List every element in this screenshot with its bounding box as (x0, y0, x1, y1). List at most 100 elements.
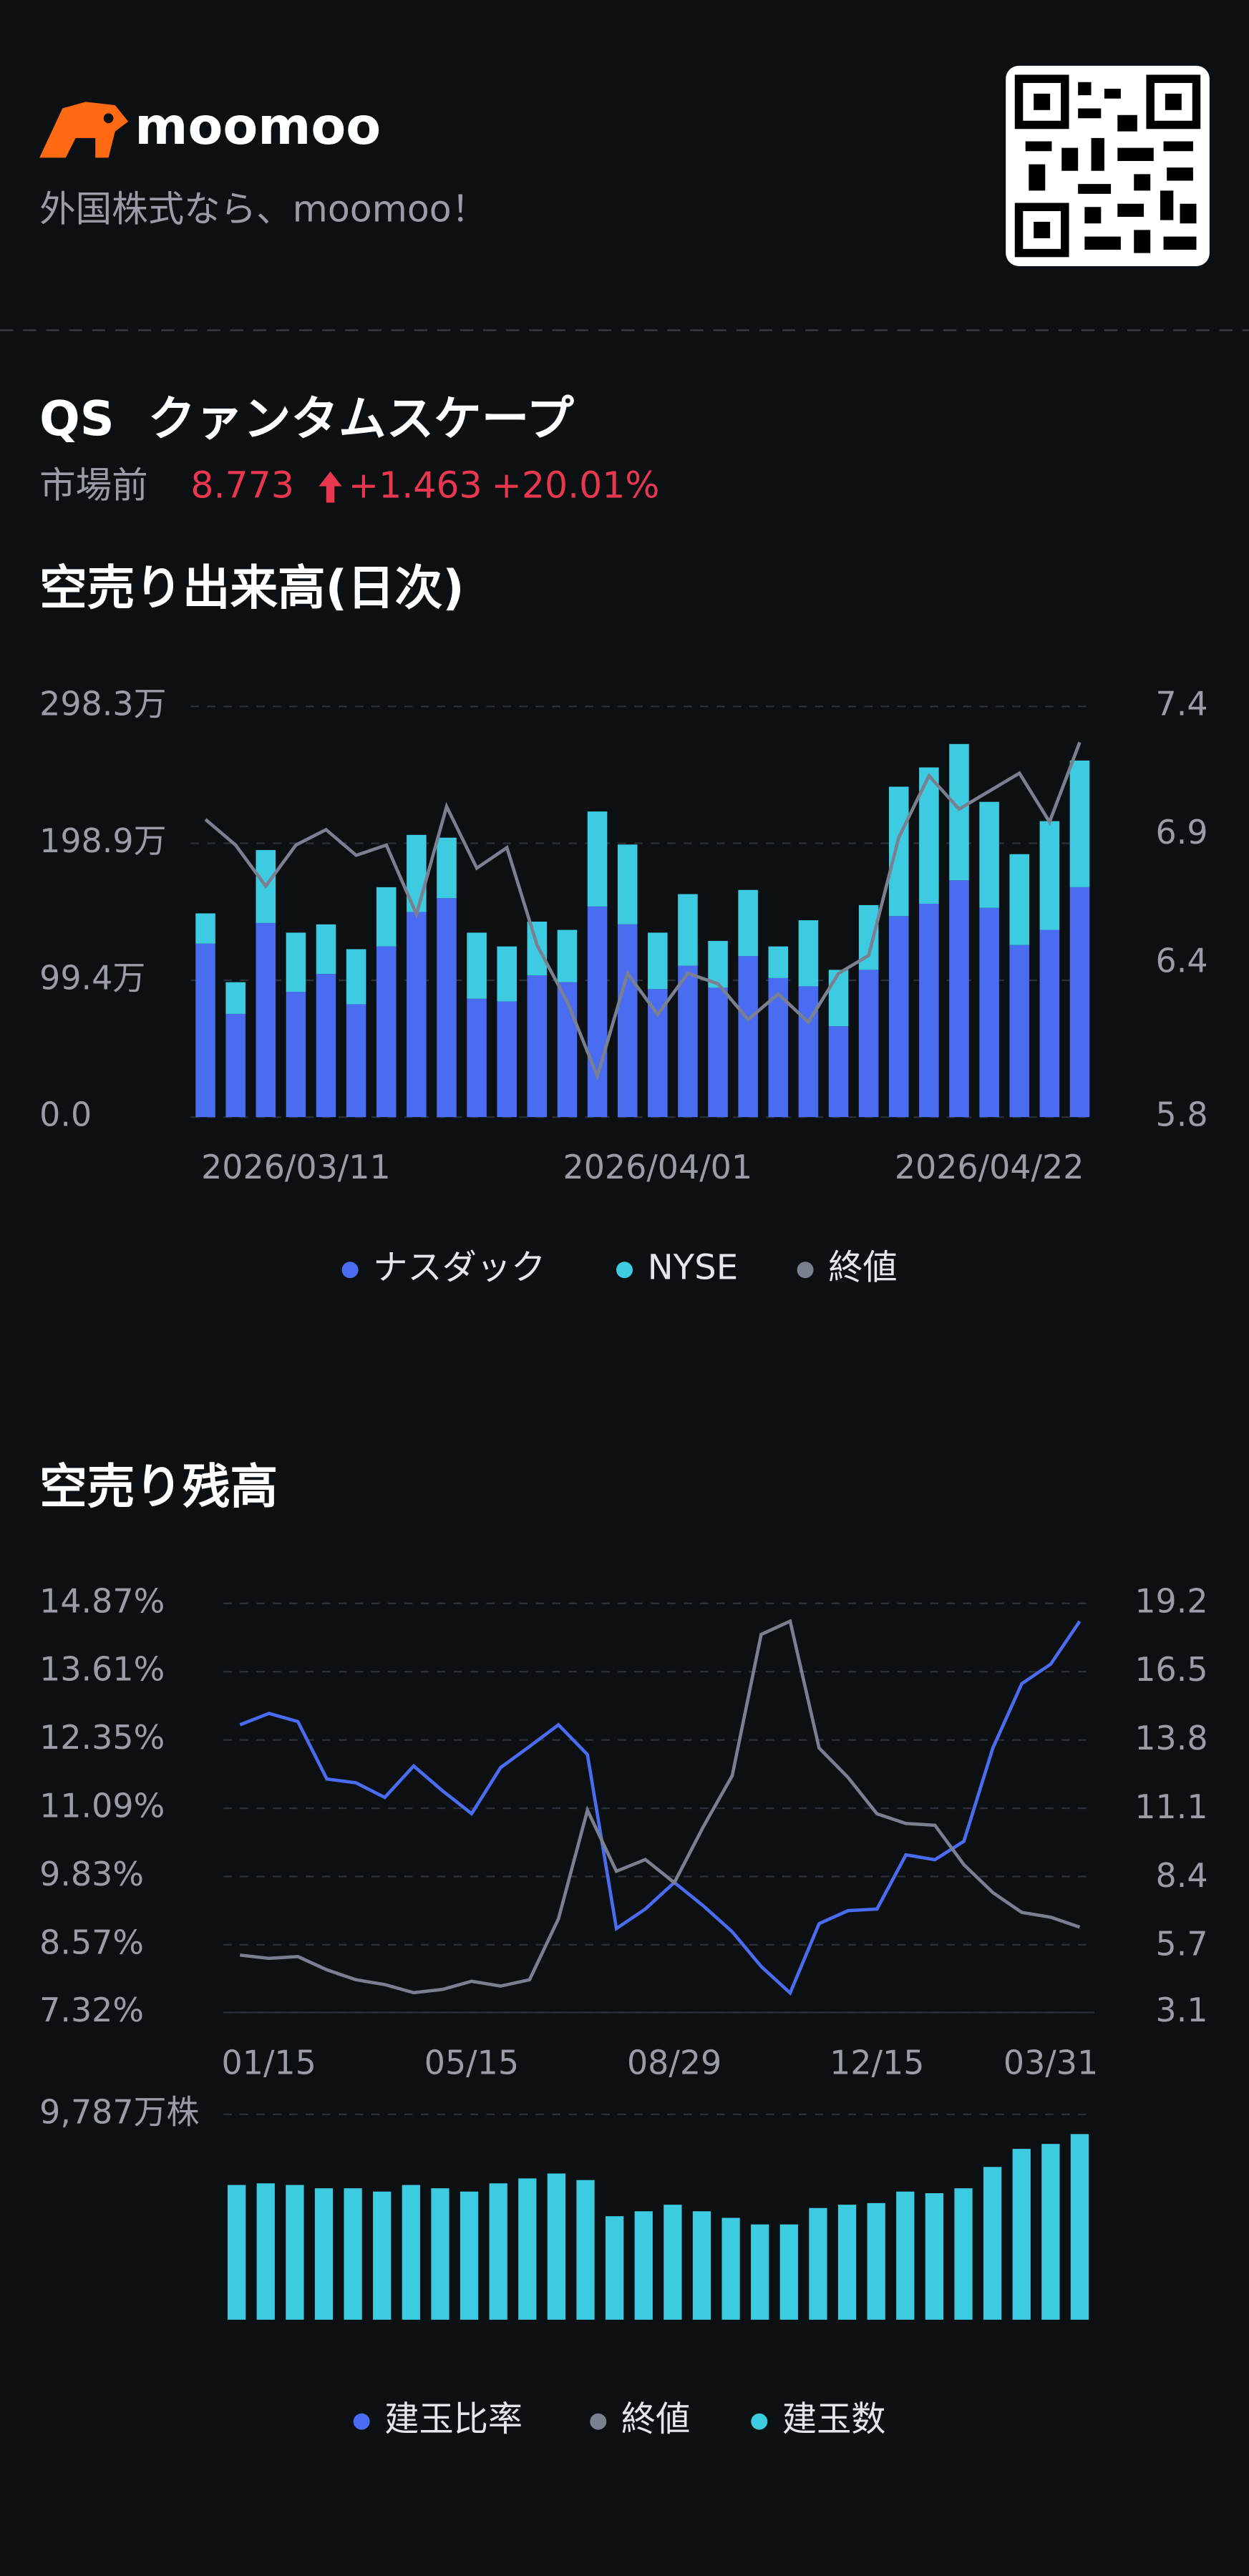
y2-tick-label: 6.9 (1156, 813, 1208, 852)
bar (576, 2180, 595, 2320)
bar (617, 924, 638, 1118)
bar (606, 2216, 624, 2320)
y2-tick-label: 7.4 (1156, 685, 1208, 723)
legend-label: 建玉数 (782, 2399, 886, 2439)
bar (489, 2183, 507, 2320)
bar (738, 956, 758, 1118)
bar (497, 946, 517, 1002)
up-arrow (319, 471, 342, 503)
bar (708, 987, 728, 1118)
bar (467, 932, 487, 999)
bar (1009, 945, 1030, 1118)
bar (678, 894, 698, 966)
bar (346, 1004, 366, 1118)
y-tick-label: 198.9万 (39, 821, 166, 860)
bar (286, 2185, 304, 2320)
bar (949, 743, 969, 881)
bar (376, 887, 397, 947)
bar (828, 1026, 849, 1118)
bar (518, 2178, 537, 2320)
x-tick-label: 03/31 (1003, 2043, 1098, 2082)
legend-dot (590, 2413, 607, 2430)
logo-icon (39, 102, 129, 158)
line (239, 1619, 1081, 1995)
y-tick-label: 298.3万 (39, 685, 166, 723)
bar (779, 2224, 798, 2320)
line (204, 741, 1082, 1081)
y2-tick-label: 8.4 (1156, 1856, 1208, 1895)
bar (634, 2211, 653, 2320)
y2-tick-label: 19.2 (1134, 1581, 1207, 1620)
x-tick-label: 08/29 (627, 2043, 721, 2082)
bar (692, 2211, 711, 2320)
legend-label: 終値 (828, 1248, 897, 1288)
bar (678, 965, 698, 1118)
bar (286, 992, 306, 1118)
bar (648, 989, 668, 1118)
bar (316, 924, 336, 975)
y2-tick-label: 6.4 (1156, 941, 1208, 980)
bar (1009, 854, 1030, 945)
y-tick-label: 0.0 (39, 1096, 92, 1134)
bar (256, 2183, 275, 2320)
bar (376, 946, 397, 1118)
x-tick-label: 2026/03/11 (201, 1148, 391, 1186)
bar (225, 982, 246, 1014)
legend-dot (751, 2413, 768, 2430)
legend-dot (797, 1262, 814, 1279)
bar (809, 2207, 827, 2320)
line (239, 1620, 1082, 1996)
x-tick-label: 01/15 (222, 2043, 316, 2082)
bar (954, 2188, 973, 2320)
x-tick-label: 2026/04/22 (895, 1148, 1084, 1186)
bar (919, 903, 939, 1118)
y-tick-label: 7.32% (39, 1991, 144, 2029)
bar (314, 2188, 334, 2320)
bar (437, 837, 457, 899)
legend-label: NYSE (648, 1248, 739, 1288)
bar (979, 801, 999, 908)
change-pct: +20.01% (492, 464, 660, 506)
y2-tick-label: 3.1 (1156, 1991, 1208, 2029)
y2-tick-label: 5.7 (1156, 1925, 1208, 1963)
bar (460, 2191, 479, 2320)
bar (344, 2188, 362, 2320)
bar (896, 2191, 915, 2320)
y2-tick-label: 11.1 (1134, 1787, 1207, 1826)
bar (402, 2185, 420, 2320)
x-tick-label: 12/15 (830, 2043, 924, 2082)
bar (1039, 821, 1060, 930)
tagline: 外国株式なら、moomoo！ (39, 188, 487, 230)
bar (617, 844, 638, 924)
bar (225, 1013, 246, 1118)
legend-label: 終値 (621, 2399, 690, 2439)
y2-tick-label: 16.5 (1134, 1650, 1207, 1689)
bar (1039, 930, 1060, 1118)
bar (949, 880, 969, 1118)
bar (195, 913, 215, 944)
price: 8.773 (190, 464, 294, 506)
bar (738, 889, 758, 957)
y-tick-label: 8.57% (39, 1923, 144, 1961)
legend-dot (341, 1262, 359, 1279)
logo-text: moomoo (135, 97, 381, 156)
bar (316, 974, 336, 1118)
y2-tick-label: 5.8 (1156, 1096, 1208, 1134)
bar (979, 907, 999, 1118)
bar (195, 943, 215, 1118)
bar (888, 916, 909, 1118)
bar (858, 970, 879, 1118)
bar (721, 2218, 740, 2320)
session: 市場前 (39, 464, 148, 506)
y-tick-label: 99.4万 (39, 958, 145, 997)
bar (557, 930, 578, 982)
bar (828, 970, 849, 1027)
bar (1041, 2144, 1060, 2320)
bar (346, 949, 366, 1005)
bar (431, 2188, 449, 2320)
stock-name: クァンタムスケープ (148, 391, 575, 447)
bar (888, 786, 909, 917)
legend-label: 建玉比率 (384, 2399, 523, 2439)
y-tick-label: 9.83% (39, 1855, 144, 1893)
bar (768, 946, 789, 978)
